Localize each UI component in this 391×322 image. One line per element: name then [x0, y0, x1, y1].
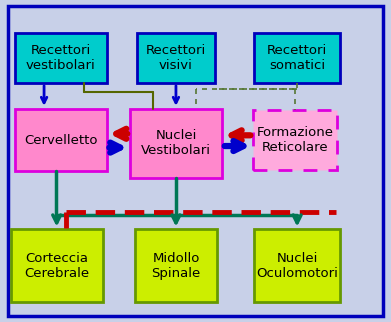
Text: Recettori
visivi: Recettori visivi [146, 44, 206, 72]
Bar [15, 109, 106, 172]
Bar [130, 109, 222, 178]
Bar [254, 230, 340, 302]
Bar [15, 33, 106, 83]
Text: Formazione
Reticolare: Formazione Reticolare [257, 126, 334, 154]
Text: Cervelletto: Cervelletto [24, 134, 97, 147]
Text: Corteccia
Cerebrale: Corteccia Cerebrale [24, 252, 89, 279]
Bar [135, 230, 217, 302]
Text: Nuclei
Vestibolari: Nuclei Vestibolari [141, 129, 211, 157]
Text: Nuclei
Oculomotori: Nuclei Oculomotori [256, 252, 338, 279]
Text: Midollo
Spinale: Midollo Spinale [151, 252, 201, 279]
Bar [253, 110, 337, 170]
Text: Recettori
vestibolari: Recettori vestibolari [26, 44, 95, 72]
Bar [254, 33, 340, 83]
Bar [11, 230, 102, 302]
Bar [137, 33, 215, 83]
Text: Recettori
somatici: Recettori somatici [267, 44, 327, 72]
